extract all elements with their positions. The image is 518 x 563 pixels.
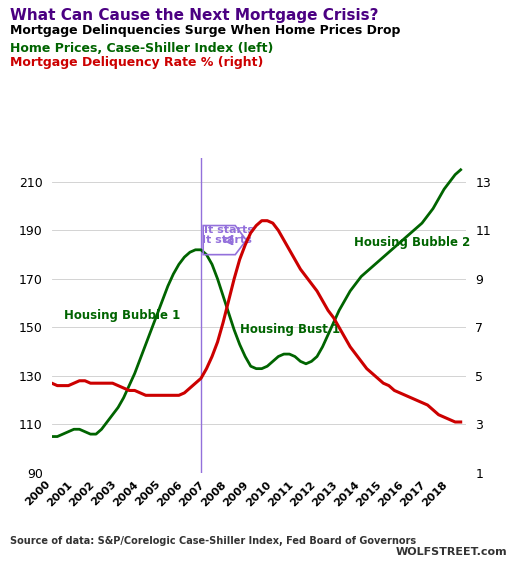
Text: Housing Bubble 1: Housing Bubble 1 [64, 309, 181, 322]
Text: Mortgage Deliquency Rate % (right): Mortgage Deliquency Rate % (right) [10, 56, 264, 69]
Text: It starts: It starts [204, 225, 254, 235]
Text: Housing Bubble 2: Housing Bubble 2 [354, 236, 470, 249]
Text: What Can Cause the Next Mortgage Crisis?: What Can Cause the Next Mortgage Crisis? [10, 8, 379, 24]
Text: Home Prices, Case-Shiller Index (left): Home Prices, Case-Shiller Index (left) [10, 42, 274, 55]
Text: Housing Bust 1: Housing Bust 1 [240, 323, 340, 336]
Text: Source of data: S&P/Corelogic Case-Shiller Index, Fed Board of Governors: Source of data: S&P/Corelogic Case-Shill… [10, 536, 416, 546]
Text: Mortgage Delinquencies Surge When Home Prices Drop: Mortgage Delinquencies Surge When Home P… [10, 24, 401, 37]
Text: WOLFSTREET.com: WOLFSTREET.com [396, 547, 508, 557]
Text: It starts: It starts [202, 235, 252, 245]
